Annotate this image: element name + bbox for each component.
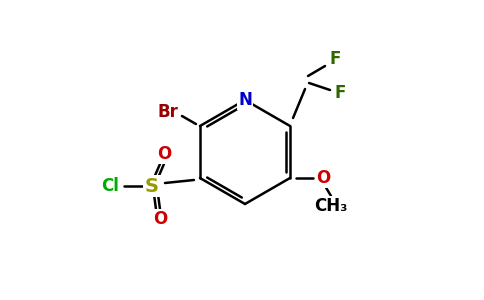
Text: F: F	[334, 84, 346, 102]
Text: N: N	[238, 91, 252, 109]
Text: O: O	[153, 210, 167, 228]
Text: O: O	[316, 169, 330, 187]
Text: Br: Br	[157, 103, 179, 121]
Text: Cl: Cl	[101, 177, 119, 195]
Text: S: S	[145, 176, 159, 196]
Text: CH₃: CH₃	[314, 197, 348, 215]
Text: O: O	[157, 145, 171, 163]
Text: F: F	[329, 50, 341, 68]
